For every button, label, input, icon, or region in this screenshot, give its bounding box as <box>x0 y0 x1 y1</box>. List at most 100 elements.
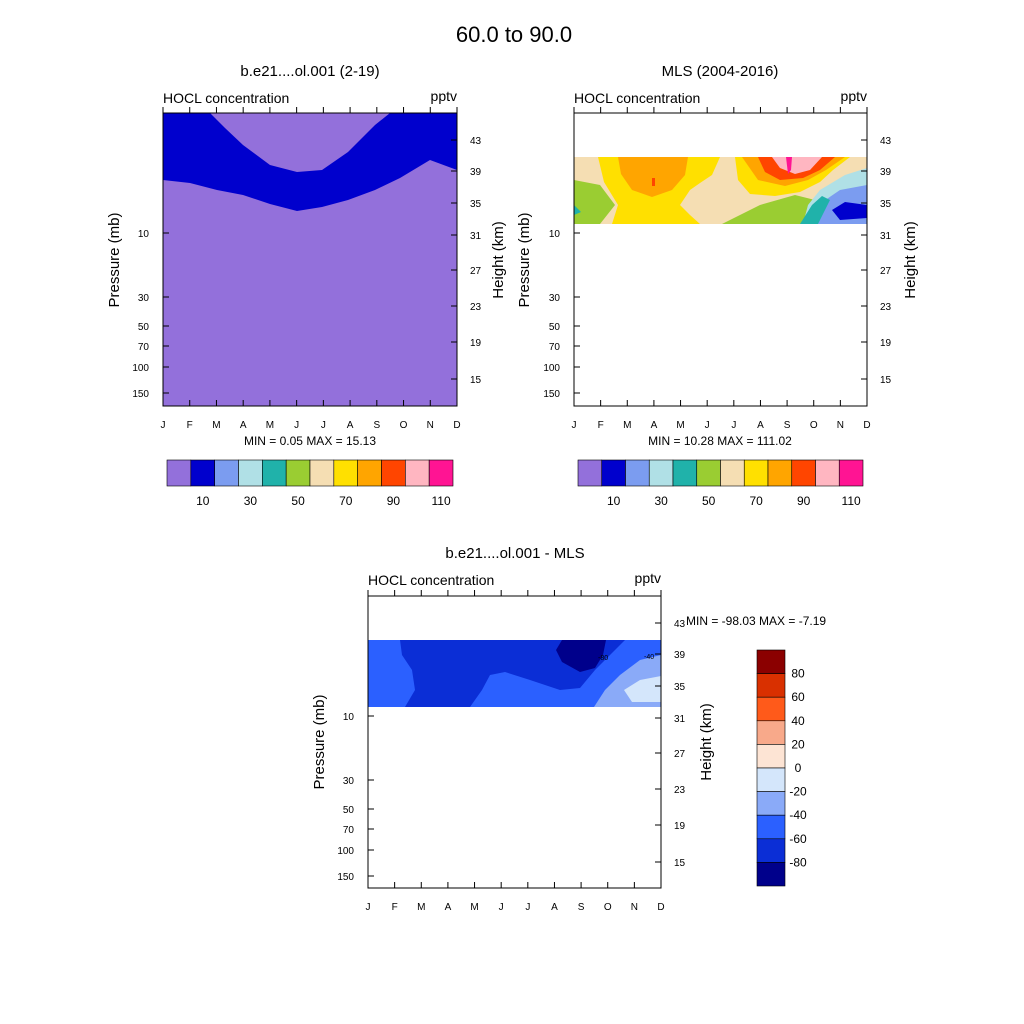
pressure-tick-label: 70 <box>343 825 355 836</box>
month-tick-label: A <box>651 420 658 431</box>
observed-layer <box>574 157 867 224</box>
month-tick-label: M <box>676 420 684 431</box>
colorbar-swatch <box>357 459 382 487</box>
colorbar-tick-label: 60 <box>791 690 805 704</box>
month-tick-label: N <box>837 420 844 431</box>
colorbar-tick-label: 40 <box>791 714 805 728</box>
colorbar: 10 30 50 70 90 110 <box>166 459 454 508</box>
pressure-tick-label: 30 <box>138 293 150 304</box>
month-tick-label: D <box>453 420 460 431</box>
colorbar-tick-label: 70 <box>339 494 353 508</box>
contour-label: -80 <box>598 655 608 662</box>
contour-band-40-50 <box>800 196 830 224</box>
month-tick-label: A <box>347 420 354 431</box>
colorbar-swatch <box>756 696 786 722</box>
pressure-tick-label: 10 <box>138 229 150 240</box>
month-tick-label: D <box>657 902 664 913</box>
month-tick-label: J <box>499 902 504 913</box>
height-tick-label: 31 <box>880 231 892 242</box>
contour-band-10-20 <box>832 202 867 220</box>
colorbar-swatch <box>756 673 786 698</box>
colorbar-tick-label: 10 <box>607 494 621 508</box>
pressure-tick-label: 30 <box>549 293 561 304</box>
colorbar-swatch <box>743 459 769 487</box>
pressure-tick-label: 10 <box>343 712 355 723</box>
colorbar-swatch <box>838 459 864 487</box>
height-tick-label: 15 <box>674 858 686 869</box>
colorbar-tick-label: 90 <box>387 494 401 508</box>
month-tick-label: M <box>266 420 274 431</box>
local-max-mark <box>652 178 655 186</box>
pressure-tick-label: 50 <box>138 322 150 333</box>
units-label: pptv <box>841 88 867 104</box>
colorbar-tick-label: 80 <box>791 667 805 681</box>
month-tick-label: O <box>810 420 818 431</box>
observed-layer: -80 -40 <box>368 640 661 707</box>
pressure-tick-label: 30 <box>343 776 355 787</box>
colorbar-swatch <box>601 459 626 487</box>
month-tick-label: N <box>427 420 434 431</box>
colorbar-swatch <box>696 459 721 487</box>
colorbar-swatch <box>405 459 430 487</box>
plot-background <box>368 596 661 888</box>
month-tick-label: O <box>400 420 408 431</box>
colorbar-swatch <box>815 459 840 487</box>
month-tick-label: J <box>525 902 530 913</box>
colorbar-swatch <box>238 459 263 487</box>
height-tick-label: 43 <box>880 136 892 147</box>
pressure-tick-label: 10 <box>549 229 561 240</box>
pressure-tick-label: 100 <box>337 846 354 857</box>
height-tick-label: 35 <box>470 199 482 210</box>
pressure-tick-label: 150 <box>132 389 149 400</box>
month-tick-label: N <box>631 902 638 913</box>
month-tick-label: J <box>294 420 299 431</box>
month-tick-label: S <box>373 420 380 431</box>
height-tick-label: 19 <box>880 338 892 349</box>
pressure-tick-label: 150 <box>337 872 354 883</box>
y-axis-label: Pressure (mb) <box>311 694 328 789</box>
panel-mls: MLS (2004-2016) HOCL concentration pptv <box>516 63 919 508</box>
colorbar-swatch <box>190 459 215 487</box>
height-tick-label: 27 <box>880 266 892 277</box>
height-tick-label: 39 <box>470 167 482 178</box>
plot-frame <box>162 112 458 407</box>
plot-area <box>162 112 458 407</box>
colorbar-swatch <box>720 459 745 487</box>
colorbar: 10 30 50 70 90 110 <box>577 459 864 508</box>
contour-band-neg20-0 <box>624 676 661 702</box>
month-tick-label: M <box>417 902 425 913</box>
month-tick-label: O <box>604 902 612 913</box>
contour-band-50-60 <box>574 180 615 224</box>
pressure-axis: 10 30 50 70 100 150 <box>132 229 169 400</box>
month-tick-label: J <box>366 902 371 913</box>
colorbar-tick-label: 110 <box>432 494 451 508</box>
plot-area <box>573 112 868 407</box>
pressure-tick-label: 70 <box>549 342 561 353</box>
month-tick-label: F <box>598 420 604 431</box>
month-tick-label: J <box>705 420 710 431</box>
y-axis-label: Pressure (mb) <box>106 212 123 307</box>
month-tick-label: A <box>757 420 764 431</box>
colorbar-swatch <box>648 459 674 487</box>
plot-frame <box>367 595 662 889</box>
units-label: pptv <box>431 88 457 104</box>
colorbar-swatch <box>756 791 786 816</box>
panel-title: MLS (2004-2016) <box>662 63 779 80</box>
month-tick-label: F <box>392 902 398 913</box>
colorbar-swatch <box>262 459 287 487</box>
contour-band-neg100-neg80 <box>556 640 606 672</box>
pressure-tick-label: 70 <box>138 342 150 353</box>
units-label: pptv <box>635 570 661 586</box>
colorbar-tick-label: -20 <box>789 785 807 799</box>
colorbar-swatch <box>756 862 786 887</box>
month-tick-label: J <box>572 420 577 431</box>
month-tick-label: A <box>240 420 247 431</box>
height-tick-label: 15 <box>470 375 482 386</box>
month-tick-label: A <box>551 902 558 913</box>
contour-band-0-10-top <box>210 113 390 172</box>
height-tick-label: 39 <box>674 650 686 661</box>
panel-title: b.e21....ol.001 - MLS <box>445 545 584 562</box>
panel-model: b.e21....ol.001 (2-19) HOCL concentratio… <box>106 63 507 508</box>
